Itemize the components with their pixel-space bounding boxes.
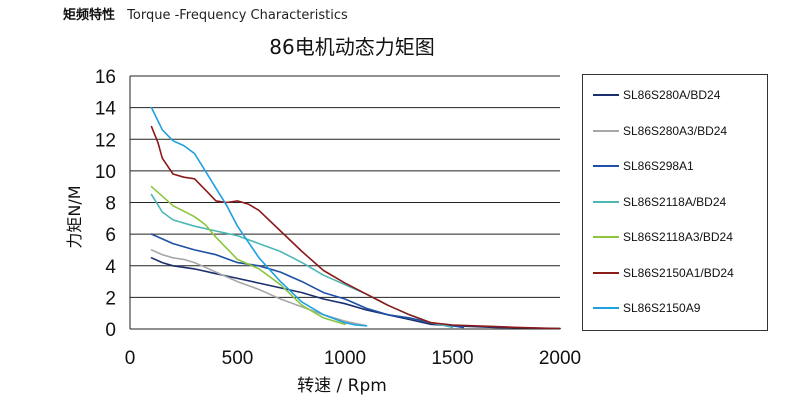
legend-swatch xyxy=(593,129,619,132)
legend-item: SL86S280A/BD24 xyxy=(593,87,720,103)
y-tick-label: 0 xyxy=(105,320,116,341)
series-line-SL86S280A3/BD24 xyxy=(150,249,368,327)
legend-swatch xyxy=(593,94,619,96)
x-axis-title: 转速 / Rpm xyxy=(297,376,387,396)
legend-label: SL86S298A1 xyxy=(623,159,694,173)
section-header: 矩频特性 Torque -Frequency Characteristics xyxy=(63,4,348,23)
x-tick-label: 2000 xyxy=(539,348,581,369)
legend-label: SL86S2150A9 xyxy=(623,301,701,315)
y-tick-label: 8 xyxy=(105,194,116,215)
y-axis-title: 力矩N/M xyxy=(65,185,84,248)
series-line-SL86S298A1 xyxy=(150,233,465,329)
gridlines xyxy=(130,75,560,298)
x-tick-label: 0 xyxy=(125,348,136,369)
x-tick-label: 1500 xyxy=(431,348,473,369)
legend-swatch xyxy=(593,236,619,238)
legend-swatch xyxy=(593,271,619,274)
y-tick-label: 2 xyxy=(105,288,116,309)
legend-label: SL86S2150A1/BD24 xyxy=(623,265,734,280)
legend-item: SL86S280A3/BD24 xyxy=(593,123,727,139)
legend-swatch xyxy=(593,307,619,309)
series-line-SL86S2150A1/BD24 xyxy=(150,125,561,330)
series-line-SL86S2118A3/BD24 xyxy=(150,185,346,326)
legend-item: SL86S2118A3/BD24 xyxy=(593,229,733,245)
legend-item: SL86S298A1 xyxy=(593,158,694,174)
chart-legend: SL86S280A/BD24 SL86S280A3/BD24 SL86S298A1 S… xyxy=(582,74,768,331)
x-tick-label: 1000 xyxy=(324,348,366,369)
y-tick-label: 12 xyxy=(95,130,116,151)
legend-swatch xyxy=(593,165,619,167)
series-lines xyxy=(150,106,561,330)
axes: 0 2 4 6 8 10 12 14 16 0 500 1000 1500 2000 xyxy=(95,67,581,369)
chart-title: 86电机动态力矩图 xyxy=(269,35,434,59)
legend-item: SL86S2118A/BD24 xyxy=(593,194,726,210)
legend-item: SL86S2150A9 xyxy=(593,300,700,316)
y-tick-label: 16 xyxy=(95,67,116,88)
y-tick-label: 6 xyxy=(105,225,116,246)
legend-label: SL86S280A/BD24 xyxy=(623,88,721,102)
series-line-SL86S2150A9 xyxy=(150,106,368,327)
series-line-SL86S280A/BD24 xyxy=(150,257,561,330)
y-tick-label: 4 xyxy=(105,257,116,278)
x-tick-label: 500 xyxy=(222,348,254,369)
legend-label: SL86S2118A3/BD24 xyxy=(623,230,733,244)
legend-label: SL86S280A3/BD24 xyxy=(623,123,728,138)
legend-label: SL86S2118A/BD24 xyxy=(623,194,727,209)
header-title-cn: 矩频特性 xyxy=(63,8,116,23)
legend-swatch xyxy=(593,200,619,203)
y-tick-label: 14 xyxy=(95,99,117,120)
y-tick-label: 10 xyxy=(95,162,116,183)
legend-item: SL86S2150A1/BD24 xyxy=(593,265,734,281)
header-title-en: Torque -Frequency Characteristics xyxy=(127,8,348,23)
